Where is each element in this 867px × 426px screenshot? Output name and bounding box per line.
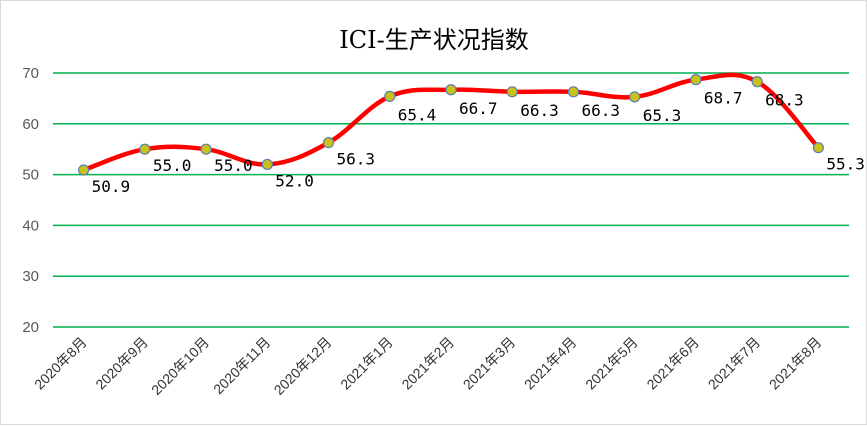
x-tick-label: 2021年7月	[705, 334, 764, 393]
data-label: 66.7	[459, 99, 498, 118]
chart-title: ICI-生产状况指数	[339, 26, 528, 54]
x-tick-label: 2021年8月	[766, 334, 825, 393]
data-point	[690, 74, 702, 86]
x-tick-label: 2021年1月	[337, 334, 396, 393]
x-tick-label: 2020年9月	[92, 334, 151, 393]
x-tick-label: 2020年8月	[31, 334, 90, 393]
data-point	[567, 86, 580, 98]
data-point	[445, 84, 457, 96]
x-tick-label: 2021年4月	[521, 334, 580, 393]
y-tick-label: 30	[22, 268, 39, 285]
grid-layer	[53, 72, 849, 328]
data-label: 55.3	[826, 155, 865, 174]
data-label: 68.7	[704, 89, 743, 108]
x-tick-label: 2020年12月	[271, 334, 335, 398]
x-tick-label: 2021年3月	[460, 334, 519, 393]
data-point	[261, 158, 273, 171]
x-tick-label: 2020年11月	[210, 334, 273, 397]
data-label: 50.9	[92, 177, 131, 196]
y-tick-label: 70	[22, 65, 39, 82]
data-label: 56.3	[337, 150, 376, 169]
data-label: 65.3	[643, 106, 682, 125]
data-point	[322, 136, 335, 149]
data-label: 55.0	[153, 156, 192, 175]
data-point	[506, 86, 518, 98]
y-tick-label: 40	[22, 217, 39, 234]
y-tick-label: 50	[22, 167, 39, 184]
x-tick-label: 2021年5月	[582, 334, 641, 393]
data-point	[200, 143, 212, 155]
data-point	[139, 143, 151, 155]
data-label-layer: 50.9 55.0 55.0 52.0 56.3 65.4 66.7 66.3 66.3 65.3…	[92, 89, 865, 196]
data-point	[78, 164, 90, 176]
data-label: 68.3	[765, 91, 804, 110]
y-tick-label: 20	[22, 319, 39, 336]
y-axis-ticks: 20 30 40 50 60 70	[22, 65, 39, 336]
data-point	[629, 91, 641, 103]
x-tick-label: 2021年2月	[398, 334, 457, 393]
x-tick-label: 2020年10月	[148, 334, 212, 398]
data-label: 66.3	[520, 101, 559, 120]
data-label: 65.4	[398, 105, 437, 124]
data-label: 52.0	[275, 171, 314, 190]
data-point	[384, 90, 396, 102]
data-label: 55.0	[214, 156, 253, 175]
x-tick-label: 2021年6月	[643, 334, 702, 393]
marker-layer	[78, 74, 824, 176]
y-tick-label: 60	[22, 116, 39, 133]
data-point	[751, 76, 763, 88]
data-point	[812, 142, 824, 154]
data-label: 66.3	[581, 101, 620, 120]
